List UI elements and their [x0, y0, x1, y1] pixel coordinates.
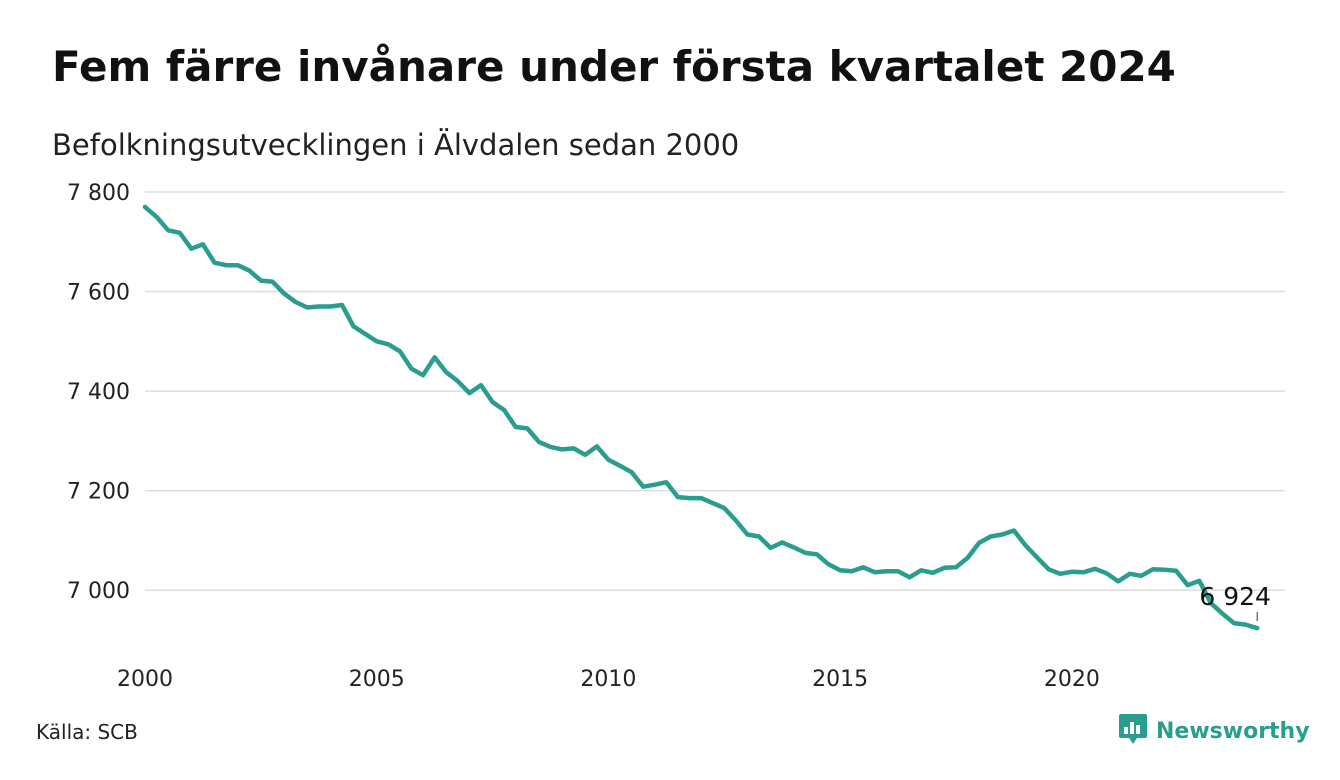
x-tick-label: 2000	[117, 667, 173, 692]
x-tick-label: 2010	[580, 667, 636, 692]
source-note: Källa: SCB	[36, 720, 138, 744]
chart-subtitle: Befolkningsutvecklingen i Älvdalen sedan…	[52, 128, 740, 162]
y-tick-label: 7 200	[67, 480, 130, 505]
x-tick-label: 2015	[812, 667, 868, 692]
population-line	[142, 204, 1260, 631]
newsworthy-logo-icon	[1118, 712, 1148, 750]
chart-title: Fem färre invånare under första kvartale…	[52, 42, 1176, 91]
x-tick-label: 2005	[349, 667, 405, 692]
newsworthy-logo: Newsworthy	[1118, 712, 1310, 750]
y-axis-tick-labels: 7 000 7 200 7 400 7 600 7 800	[67, 181, 130, 604]
x-tick-label: 2020	[1044, 667, 1100, 692]
y-tick-label: 7 000	[67, 579, 130, 604]
y-tick-label: 7 800	[67, 181, 130, 206]
y-tick-label: 7 600	[67, 281, 130, 306]
y-tick-label: 7 400	[67, 380, 130, 405]
end-value-label: 6 924	[1199, 582, 1271, 611]
brand-name: Newsworthy	[1156, 718, 1310, 744]
gridlines	[145, 191, 1285, 591]
x-axis-tick-labels: 2000 2005 2010 2015 2020	[117, 667, 1100, 692]
